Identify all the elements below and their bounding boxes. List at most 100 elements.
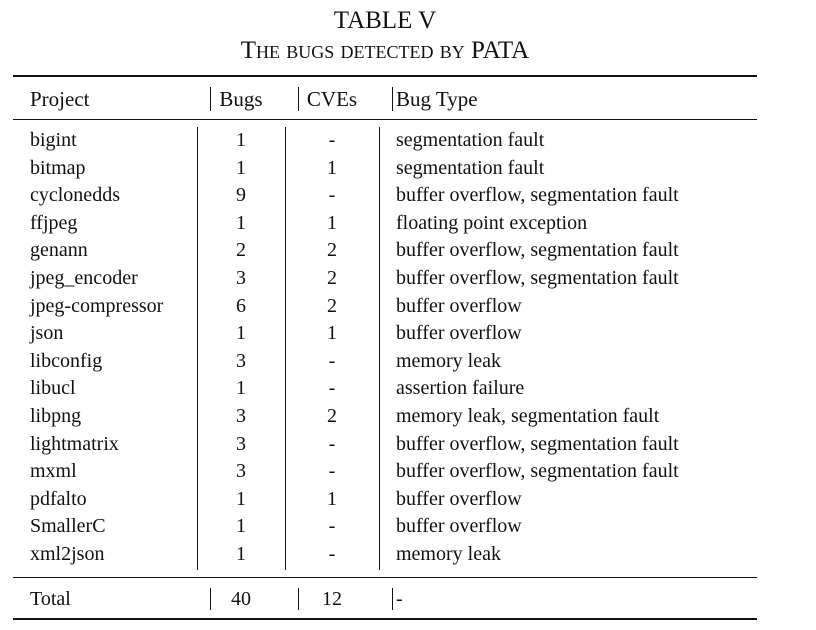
table-row: ffjpeg 1 1 floating point exception — [13, 210, 757, 238]
cell-bugs: 1 — [236, 377, 246, 400]
cell-project: SmallerC — [30, 515, 106, 538]
cell-bugs: 1 — [236, 515, 246, 538]
table-row: bigint 1 - segmentation fault — [13, 127, 757, 155]
cell-bugs: 3 — [236, 460, 246, 483]
cell-cves: 1 — [327, 322, 337, 345]
cell-project: lightmatrix — [30, 432, 119, 455]
cell-cves: - — [328, 184, 336, 207]
cell-cves: - — [328, 349, 336, 372]
cell-project: mxml — [30, 460, 77, 483]
cell-bugs: 2 — [236, 239, 246, 262]
cell-bug-type: buffer overflow — [396, 294, 522, 317]
column-divider — [298, 588, 299, 610]
column-divider — [210, 588, 211, 610]
cell-bugs: 3 — [236, 267, 246, 289]
table-row: mxml 3 - buffer overflow, segmentation faul… — [13, 458, 757, 486]
header-rule — [13, 119, 757, 120]
cell-bugs: 6 — [236, 294, 246, 317]
cell-bug-type: assertion failure — [396, 377, 525, 400]
cell-project: bitmap — [30, 156, 86, 179]
cell-bug-type: buffer overflow, segmentation fault — [396, 239, 679, 262]
cell-cves: - — [328, 377, 336, 400]
cell-bugs: 1 — [236, 211, 246, 234]
cell-project: libpng — [30, 405, 82, 427]
cell-bugs: 1 — [236, 156, 246, 179]
table-row: libucl 1 - assertion failure — [13, 375, 757, 403]
table-row: SmallerC 1 - buffer overflow — [13, 513, 757, 541]
cell-bug-type: buffer overflow — [396, 322, 522, 345]
cell-bugs: 3 — [236, 405, 246, 427]
cell-cves: 1 — [327, 156, 337, 179]
table-row: jpeg-compressor 6 2 buffer overflow — [13, 293, 757, 321]
cell-bugs: 1 — [236, 129, 246, 151]
cell-bug-type: buffer overflow, segmentation fault — [396, 432, 679, 455]
column-divider — [285, 127, 286, 570]
column-divider — [210, 87, 211, 111]
cell-bugs: 3 — [236, 349, 246, 372]
table-row: jpeg_encoder 3 2 buffer overflow, segmentat… — [13, 265, 757, 293]
cell-bug-type: buffer overflow — [396, 515, 522, 538]
total-cves: 12 — [322, 588, 342, 610]
table-label: TABLE V — [333, 7, 437, 34]
column-divider — [197, 127, 198, 570]
header-bug-type: Bug Type — [396, 87, 478, 111]
cell-bug-type: buffer overflow, segmentation fault — [396, 267, 679, 289]
cell-bug-type: buffer overflow, segmentation fault — [396, 184, 679, 207]
table-row: json 1 1 buffer overflow — [13, 320, 757, 348]
table-row: bitmap 1 1 segmentation fault — [13, 155, 757, 183]
cell-project: pdfalto — [30, 487, 87, 510]
header-cves: CVEs — [306, 87, 358, 111]
column-divider — [379, 127, 380, 570]
table-caption: The bugs detected by PATA — [240, 37, 530, 64]
cell-cves: 2 — [327, 294, 337, 317]
table-row: xml2json 1 - memory leak — [13, 541, 757, 569]
cell-bug-type: memory leak, segmentation fault — [396, 405, 660, 427]
bottom-rule — [13, 618, 757, 620]
table-row: cyclonedds 9 - buffer overflow, segmentatio… — [13, 182, 757, 210]
cell-cves: 2 — [327, 405, 337, 427]
total-label: Total — [30, 588, 71, 610]
cell-bug-type: buffer overflow — [396, 487, 522, 510]
cell-cves: - — [328, 129, 336, 151]
cell-cves: - — [328, 543, 336, 565]
header-project: Project — [30, 87, 90, 111]
cell-project: bigint — [30, 129, 77, 151]
cell-bugs: 1 — [236, 487, 246, 510]
column-divider — [392, 588, 393, 610]
cell-project: ffjpeg — [30, 211, 78, 234]
total-bug-type: - — [396, 588, 403, 610]
cell-bugs: 1 — [236, 322, 246, 345]
cell-bugs: 1 — [236, 543, 246, 565]
cell-bugs: 3 — [236, 432, 246, 455]
cell-bug-type: segmentation fault — [396, 129, 545, 151]
cell-bug-type: memory leak — [396, 543, 501, 565]
cell-cves: - — [328, 432, 336, 455]
cell-project: xml2json — [30, 543, 105, 565]
cell-project: libconfig — [30, 349, 103, 372]
total-rule — [13, 577, 757, 578]
cell-bugs: 9 — [236, 184, 246, 207]
cell-bug-type: buffer overflow, segmentation fault — [396, 460, 679, 483]
cell-bug-type: segmentation fault — [396, 156, 545, 179]
total-bugs: 40 — [231, 588, 251, 610]
table-row: libconfig 3 - memory leak — [13, 348, 757, 376]
table-row: pdfalto 1 1 buffer overflow — [13, 486, 757, 514]
top-rule — [13, 75, 757, 77]
cell-bug-type: memory leak — [396, 349, 501, 372]
cell-cves: 2 — [327, 267, 337, 289]
cell-project: genann — [30, 239, 88, 262]
cell-project: cyclonedds — [30, 184, 120, 207]
column-divider — [298, 87, 299, 111]
cell-project: jpeg-compressor — [30, 294, 164, 317]
total-row: Total 40 12 - — [13, 586, 757, 612]
cell-cves: 2 — [327, 239, 337, 262]
table-row: lightmatrix 3 - buffer overflow, segmentati… — [13, 431, 757, 459]
table-row: libpng 3 2 memory leak, segmentation fault — [13, 403, 757, 431]
table-row: genann 2 2 buffer overflow, segmentation fa… — [13, 237, 757, 265]
header-bugs: Bugs — [219, 87, 263, 111]
cell-project: json — [30, 322, 64, 345]
column-divider — [392, 87, 393, 111]
cell-cves: - — [328, 460, 336, 483]
cell-cves: 1 — [327, 487, 337, 510]
cell-bug-type: floating point exception — [396, 211, 588, 234]
